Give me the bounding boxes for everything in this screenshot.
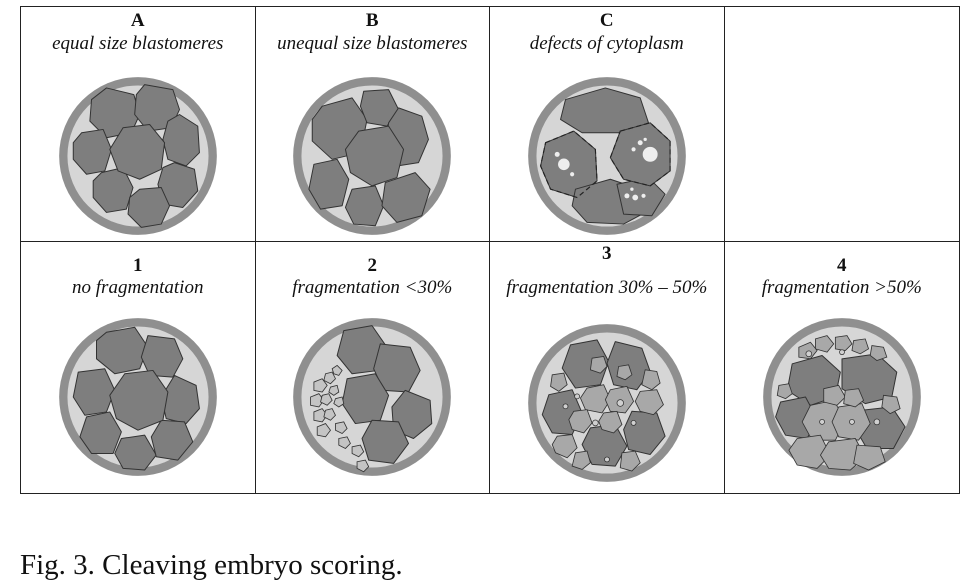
panel-label: 3 (602, 243, 612, 264)
figure-grid: A equal size blastomeres B unequal size … (20, 6, 960, 494)
panel-2: 2 fragmentation <30% (256, 242, 490, 493)
panel-empty (724, 7, 959, 242)
panel-label: A (130, 10, 145, 31)
figure-caption: Fig. 3. Cleaving embryo scoring. (20, 549, 403, 581)
panel-label: C (599, 10, 614, 31)
embryo-fragmentation-over-50-icon (762, 318, 921, 476)
panel-label: 4 (837, 255, 847, 276)
panel-4: 4 fragmentation >50% (725, 242, 960, 493)
embryo-fragmentation-under-30-icon (293, 318, 452, 476)
embryo-no-fragmentation-icon (58, 318, 217, 476)
panel-label: 2 (367, 255, 378, 276)
panel-label: 1 (133, 255, 143, 276)
embryo-cytoplasm-defects-icon (527, 77, 686, 235)
embryo-fragmentation-30-50-icon (527, 324, 686, 482)
panel-description: defects of cytoplasm (529, 33, 684, 54)
panel-description: fragmentation >50% (761, 277, 922, 298)
panel-description: unequal size blastomeres (277, 33, 468, 54)
panel-c: C defects of cytoplasm (490, 7, 725, 242)
panel-1: 1 no fragmentation (21, 242, 256, 493)
panel-3: 3 fragmentation 30% – 50% (490, 242, 725, 493)
embryo-equal-blastomeres-icon (58, 77, 217, 235)
panel-description: no fragmentation (72, 277, 204, 298)
panel-description: fragmentation <30% (292, 277, 453, 298)
panel-b: B unequal size blastomeres (255, 7, 490, 242)
panel-a: A equal size blastomeres (21, 7, 256, 242)
embryo-unequal-blastomeres-icon (293, 77, 452, 235)
panel-description: equal size blastomeres (52, 33, 224, 54)
panel-label: B (365, 10, 379, 31)
panel-description: fragmentation 30% – 50% (506, 277, 708, 298)
